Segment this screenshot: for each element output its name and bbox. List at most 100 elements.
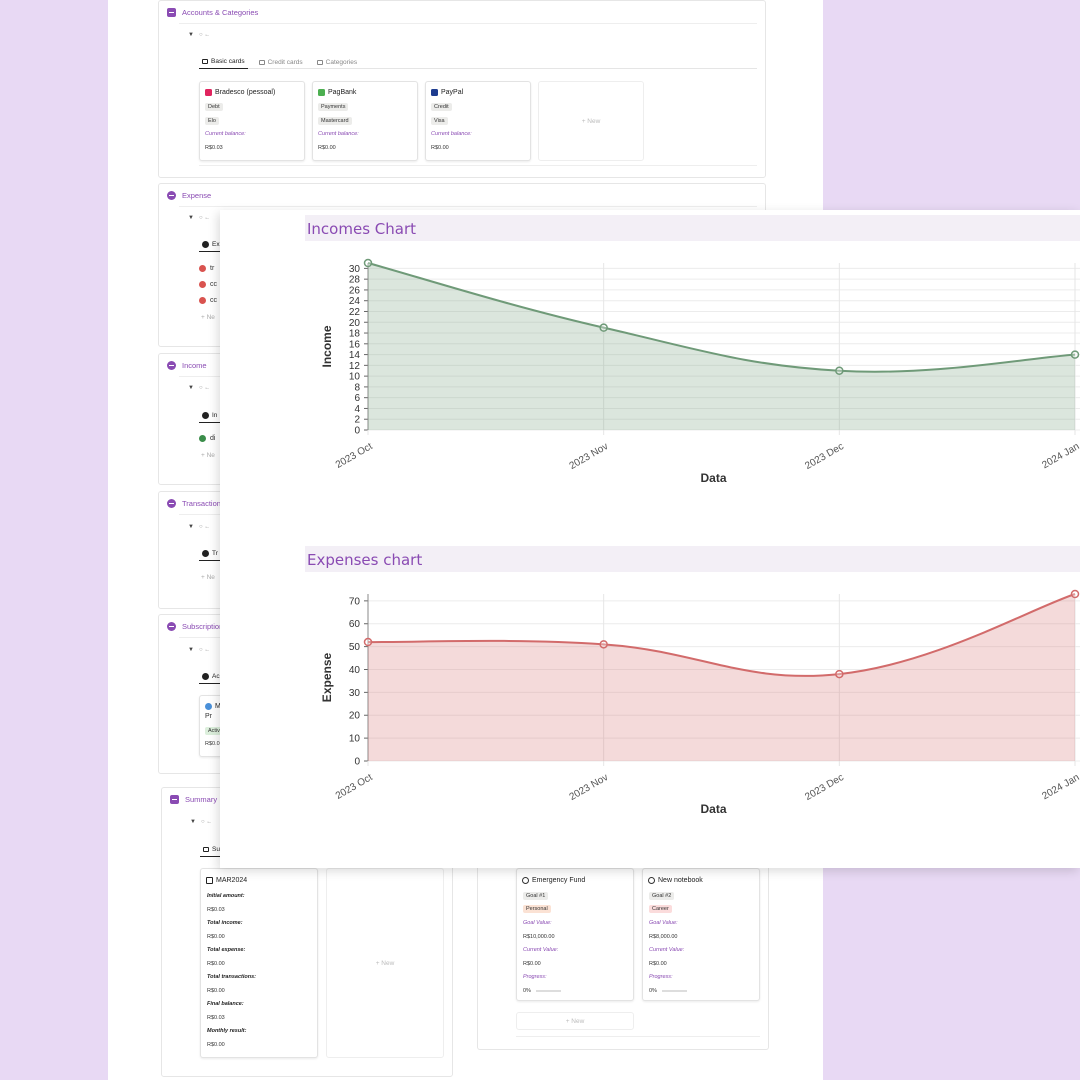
card-icon — [167, 8, 176, 17]
summary-card[interactable]: MAR2024 Initial amount: R$0.03 Total inco… — [200, 868, 318, 1058]
prop-value: R$0.00 — [523, 961, 541, 967]
x-tick-label: 2024 Jan — [1040, 441, 1080, 471]
list-item[interactable]: tr — [199, 265, 214, 272]
x-tick-label: 2023 Oct — [334, 772, 375, 802]
tab-label: In — [212, 412, 218, 419]
prop-value: R$0.00 — [207, 988, 225, 994]
prop-label: Progress: — [523, 974, 547, 980]
tab-expense[interactable]: Ex — [199, 238, 223, 252]
tab-label: Ac — [212, 673, 220, 680]
progress-bar — [536, 990, 561, 992]
accounts-toggle[interactable]: ▼ ○ ← — [188, 32, 210, 38]
new-label: + New — [375, 959, 395, 967]
transactions-toggle[interactable]: ▼ ○ ← — [188, 524, 210, 530]
card-name: New notebook — [658, 877, 703, 884]
list-item[interactable]: cc — [199, 297, 217, 304]
prop-value: R$0.03 — [207, 907, 225, 913]
account-card-bradesco[interactable]: Bradesco (pessoal) Debt Elo Current bala… — [199, 81, 305, 161]
tab-label: Su — [212, 846, 220, 853]
status-badge: Activ — [205, 727, 223, 735]
tab-basic-cards[interactable]: Basic cards — [199, 55, 248, 69]
tab-active[interactable]: Ac — [199, 670, 223, 684]
triangle-icon: ▼ — [188, 32, 194, 38]
x-axis-label: Data — [700, 471, 726, 485]
data-point — [1070, 350, 1080, 359]
accounts-header[interactable]: Accounts & Categories — [167, 8, 258, 17]
triangle-icon: ▼ — [188, 647, 194, 653]
summary-tabs: Su — [200, 843, 444, 857]
new-expense-button[interactable]: + Ne — [201, 314, 215, 321]
new-transaction-button[interactable]: + Ne — [201, 574, 215, 581]
tag: Goal #1 — [523, 892, 549, 900]
transactions-header[interactable]: Transaction — [167, 499, 221, 508]
tag: Elo — [205, 117, 219, 125]
income-toggle[interactable]: ▼ ○ ← — [188, 385, 210, 391]
y-tick-label: 2 — [354, 415, 360, 426]
subscriptions-toggle[interactable]: ▼ ○ ← — [188, 647, 210, 653]
income-header[interactable]: Income — [167, 361, 207, 370]
new-income-button[interactable]: + Ne — [201, 452, 215, 459]
y-tick-label: 18 — [349, 329, 361, 340]
exchange-icon — [202, 550, 209, 557]
expense-toggle[interactable]: ▼ ○ ← — [188, 215, 210, 221]
paypal-logo-icon — [431, 89, 438, 96]
expense-header[interactable]: Expense — [167, 191, 211, 200]
summary-header[interactable]: Summary — [170, 795, 217, 804]
summary-toggle[interactable]: ▼ ○ ← — [190, 819, 212, 825]
y-tick-label: 10 — [349, 372, 361, 383]
list-item[interactable]: cc — [199, 281, 217, 288]
prop-label: Goal Value: — [649, 920, 678, 926]
prop-label: Final balance: — [207, 1001, 244, 1007]
triangle-icon: ▼ — [188, 385, 194, 391]
triangle-icon: ▼ — [190, 819, 196, 825]
prop-label: Total transactions: — [207, 974, 256, 980]
goal-card-new-notebook[interactable]: New notebook Goal #2 Career Goal Value: R… — [642, 868, 760, 1001]
tab-summary[interactable]: Su — [200, 843, 223, 857]
tab-income[interactable]: In — [199, 409, 221, 423]
x-tick-label: 2023 Nov — [568, 772, 611, 803]
y-tick-label: 0 — [354, 757, 360, 768]
goal-card-emergency-fund[interactable]: Emergency Fund Goal #1 Personal Goal Val… — [516, 868, 634, 1001]
prop-label: Current Value: — [649, 947, 685, 953]
balance-value: R$0.00 — [431, 145, 449, 151]
tab-transactions[interactable]: Tr — [199, 547, 221, 561]
calendar-icon — [206, 877, 213, 884]
plus-circle-icon — [167, 361, 176, 370]
plus-circle-icon — [199, 435, 206, 442]
card-name: PagBank — [328, 89, 357, 96]
prop-label: Current Value: — [523, 947, 559, 953]
series-line — [367, 262, 1076, 373]
tab-label: Credit cards — [267, 58, 303, 66]
target-icon — [648, 877, 655, 884]
minus-circle-icon — [199, 265, 206, 272]
item-label: di — [210, 435, 216, 442]
y-tick-label: 22 — [349, 307, 361, 318]
expenses-chart: 0 10 20 30 40 50 60 70 2023 Oct 2023 Nov 2023 Dec 2… — [320, 589, 1080, 816]
refresh-icon — [167, 622, 176, 631]
prop-value: R$0.00 — [649, 961, 667, 967]
view-options: ○ ← — [198, 32, 211, 38]
section-title: Income — [182, 361, 207, 370]
tab-categories[interactable]: Categories — [314, 55, 360, 69]
incomes-chart-title: Incomes Chart — [305, 215, 1080, 241]
expenses-chart-title: Expenses chart — [305, 546, 1080, 572]
tab-credit-cards[interactable]: Credit cards — [256, 55, 306, 69]
prop-label: Current balance: — [431, 131, 472, 137]
new-summary-button[interactable]: + New — [326, 868, 444, 1058]
subscriptions-header[interactable]: Subscription — [167, 622, 223, 631]
new-goal-button[interactable]: + New — [516, 1012, 634, 1030]
progress-bar — [662, 990, 687, 992]
x-tick-label: 2023 Dec — [803, 441, 846, 472]
y-tick-label: 6 — [354, 393, 360, 404]
tag: Debt — [205, 103, 223, 111]
card-icon — [202, 59, 208, 64]
bank-logo-icon — [318, 89, 325, 96]
account-card-pagbank[interactable]: PagBank Payments Mastercard Current bala… — [312, 81, 418, 161]
y-axis-label: Income — [320, 325, 334, 367]
list-item[interactable]: di — [199, 435, 215, 442]
prop-label: Initial amount: — [207, 893, 245, 899]
new-card-button[interactable]: + New — [538, 81, 644, 161]
tag: Career — [649, 905, 672, 913]
prop-value: R$0.00 — [207, 961, 225, 967]
account-card-paypal[interactable]: PayPal Credit Visa Current balance: R$0.… — [425, 81, 531, 161]
